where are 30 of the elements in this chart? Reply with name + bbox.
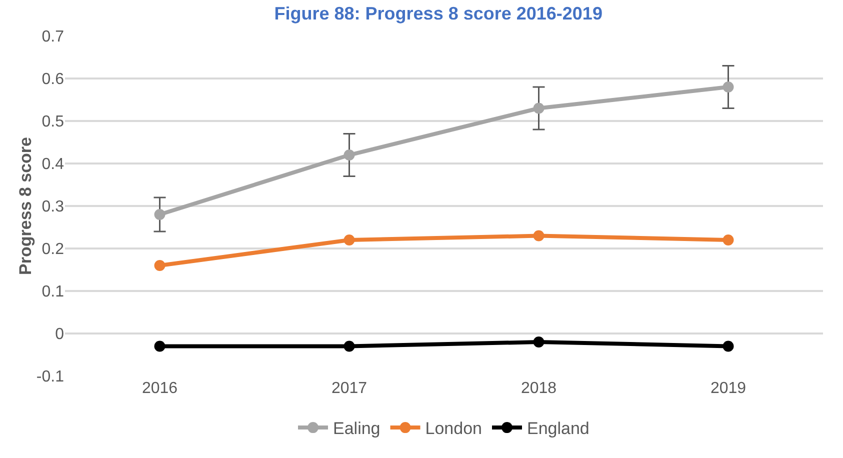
y-tick-label: 0.7 <box>42 28 64 46</box>
y-tick-label: 0.2 <box>42 241 64 258</box>
point <box>722 234 734 246</box>
point <box>154 340 166 352</box>
point <box>344 150 355 160</box>
point <box>722 340 734 352</box>
point <box>154 260 166 271</box>
x-tick-label: 2016 <box>142 380 178 397</box>
point <box>533 102 544 114</box>
x-tick-label: 2018 <box>520 380 557 397</box>
legend-label: England <box>527 419 590 438</box>
legend-label: Ealing <box>333 419 380 438</box>
point <box>344 340 355 352</box>
x-tick-label: 2019 <box>710 380 746 397</box>
y-tick-label: -0.1 <box>36 368 64 386</box>
x-tick-label: 2017 <box>331 380 368 397</box>
y-tick-label: 0.6 <box>42 71 64 88</box>
chart-title: Figure 88: Progress 8 score 2016-2019 <box>274 3 602 24</box>
y-tick-label: 0.3 <box>42 198 64 216</box>
point <box>344 234 355 246</box>
point <box>722 82 734 92</box>
y-axis-title: Progress 8 score <box>16 137 35 275</box>
y-tick-label: 0.5 <box>42 114 64 131</box>
point <box>533 230 544 242</box>
y-tick-label: 0.1 <box>42 284 64 301</box>
point <box>533 336 544 348</box>
y-tick-label: 0 <box>55 326 64 344</box>
point <box>154 209 166 220</box>
y-tick-label: 0.4 <box>42 156 64 174</box>
legend-label: London <box>425 419 482 438</box>
